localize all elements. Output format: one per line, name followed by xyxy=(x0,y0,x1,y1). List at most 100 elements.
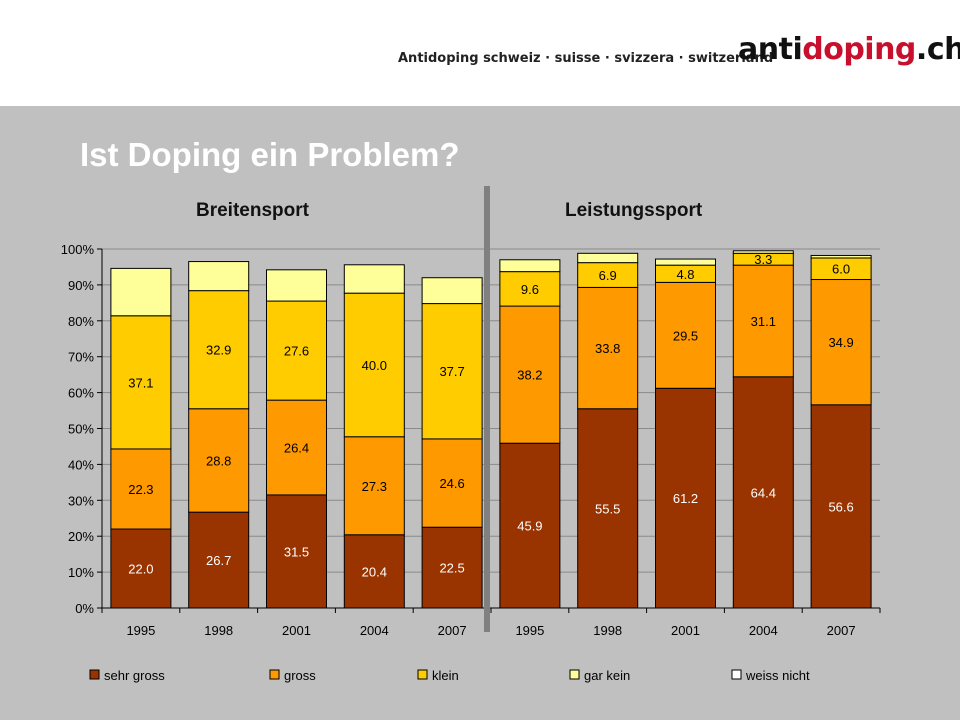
legend-swatch xyxy=(569,669,580,680)
x-tick-label: 2001 xyxy=(282,623,311,638)
data-label: 55.5 xyxy=(595,501,620,516)
legend-swatch xyxy=(269,669,280,680)
bar-segment xyxy=(732,250,794,254)
data-label: 22.5 xyxy=(439,561,464,576)
logo-part-ch: .ch xyxy=(915,32,960,67)
bar-segment xyxy=(499,271,561,307)
data-label: 45.9 xyxy=(517,519,542,534)
bar-segment xyxy=(499,442,561,609)
data-label: 22.3 xyxy=(128,482,153,497)
x-tick-label: 1998 xyxy=(593,623,622,638)
x-tick-label: 2007 xyxy=(827,623,856,638)
bar-segment xyxy=(110,315,172,450)
x-tick-label: 1998 xyxy=(204,623,233,638)
legend-label: gar kein xyxy=(584,668,630,683)
bar-segment xyxy=(110,267,172,317)
data-label: 6.9 xyxy=(599,268,617,283)
data-label: 40.0 xyxy=(362,358,387,373)
y-tick-label: 50% xyxy=(68,422,94,437)
bar-segment xyxy=(343,436,405,536)
data-label: 22.0 xyxy=(128,562,153,577)
data-label: 38.2 xyxy=(517,368,542,383)
bar-segment xyxy=(732,264,794,378)
legend-label: klein xyxy=(432,668,459,683)
header-banner: Antidoping schweiz · suisse · svizzera ·… xyxy=(0,0,960,106)
legend-swatch xyxy=(417,669,428,680)
data-label: 56.6 xyxy=(828,499,853,514)
logo-part-anti: anti xyxy=(738,32,803,67)
data-label: 64.4 xyxy=(751,485,776,500)
bar-segment xyxy=(188,290,250,410)
x-tick-label: 2004 xyxy=(749,623,778,638)
bar-segment xyxy=(421,438,483,528)
data-label: 29.5 xyxy=(673,328,698,343)
data-label: 34.9 xyxy=(828,335,853,350)
bar-segment xyxy=(266,300,327,401)
bar-segment xyxy=(343,264,405,294)
data-label: 24.6 xyxy=(439,476,464,491)
y-tick-label: 10% xyxy=(68,565,94,580)
x-tick-label: 2007 xyxy=(438,623,467,638)
bar-segment xyxy=(266,269,327,302)
y-tick-label: 80% xyxy=(68,314,94,329)
bar-segment xyxy=(266,399,327,496)
data-label: 61.2 xyxy=(673,491,698,506)
bar-segment xyxy=(343,292,405,438)
legend-label: sehr gross xyxy=(104,668,165,683)
group-label-leistungssport: Leistungssport xyxy=(565,200,703,221)
group-divider xyxy=(484,186,490,632)
bar-segment xyxy=(188,408,250,513)
bar-segment xyxy=(421,277,483,305)
data-label: 37.7 xyxy=(439,364,464,379)
organization-tagline: Antidoping schweiz · suisse · svizzera ·… xyxy=(398,51,774,66)
data-label: 31.1 xyxy=(751,314,776,329)
data-label: 26.4 xyxy=(284,441,309,456)
data-label: 28.8 xyxy=(206,453,231,468)
legend-label: gross xyxy=(284,668,316,683)
data-label: 33.8 xyxy=(595,341,620,356)
bar-segment xyxy=(188,261,250,292)
data-label: 27.3 xyxy=(362,479,387,494)
data-label: 9.6 xyxy=(521,282,539,297)
bar-segment xyxy=(110,448,172,530)
data-label: 37.1 xyxy=(128,375,153,390)
data-label: 26.7 xyxy=(206,553,231,568)
bar-segment xyxy=(499,259,561,273)
bar-segment xyxy=(655,387,716,609)
bar-segment xyxy=(499,305,561,444)
antidoping-logo: antidoping.ch xyxy=(738,32,960,67)
y-tick-label: 20% xyxy=(68,529,94,544)
bar-segment xyxy=(577,286,639,410)
group-label-breitensport: Breitensport xyxy=(196,200,309,221)
y-tick-label: 30% xyxy=(68,493,94,508)
y-tick-label: 40% xyxy=(68,457,94,472)
x-tick-label: 2001 xyxy=(671,623,700,638)
data-label: 6.0 xyxy=(832,262,850,277)
x-tick-label: 2004 xyxy=(360,623,389,638)
logo-part-doping: doping xyxy=(802,32,916,67)
bar-segment xyxy=(577,252,639,264)
legend-swatch xyxy=(731,669,742,680)
data-label: 27.6 xyxy=(284,344,309,359)
legend-swatch xyxy=(89,669,100,680)
bar-segment xyxy=(810,254,872,259)
data-label: 32.9 xyxy=(206,343,231,358)
legend-label: weiss nicht xyxy=(745,668,810,683)
slide-title: Ist Doping ein Problem? xyxy=(80,136,460,173)
bar-segment xyxy=(421,303,483,440)
bar-segment xyxy=(655,281,716,389)
bar-segment xyxy=(266,494,327,609)
y-tick-label: 70% xyxy=(68,350,94,365)
y-tick-label: 60% xyxy=(68,386,94,401)
y-tick-label: 90% xyxy=(68,278,94,293)
data-label: 4.8 xyxy=(676,267,694,282)
data-label: 20.4 xyxy=(362,564,387,579)
y-tick-label: 0% xyxy=(75,601,94,616)
data-label: 31.5 xyxy=(284,544,309,559)
data-label: 3.3 xyxy=(754,252,772,267)
bar-segment xyxy=(810,279,872,406)
bar-segment xyxy=(421,526,483,609)
x-tick-label: 1995 xyxy=(515,623,544,638)
bar-segment xyxy=(188,511,250,609)
